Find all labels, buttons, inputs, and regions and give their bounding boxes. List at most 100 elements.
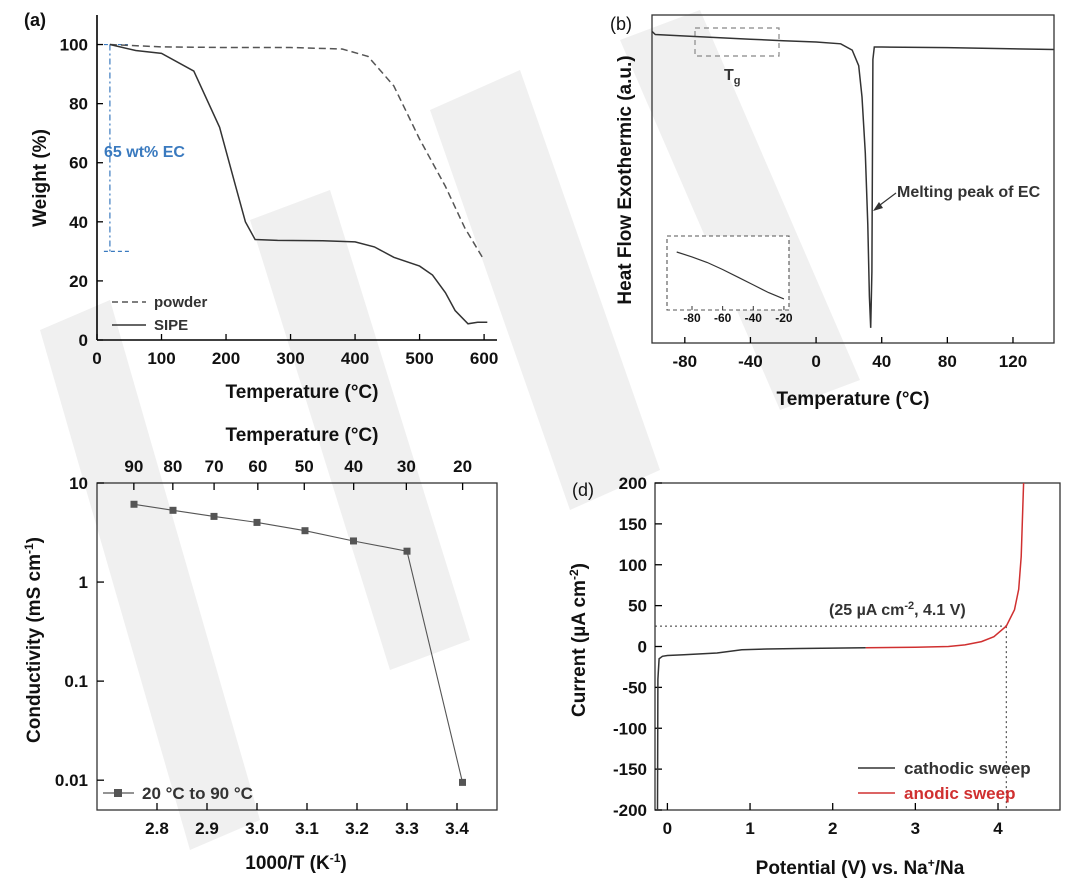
y-tick-label: 1 (79, 573, 88, 592)
arrow-head (873, 202, 883, 211)
inset-curve (676, 251, 785, 300)
panel-c-y-label: Conductivity (mS cm-1) (22, 537, 45, 743)
dsc-curve (651, 30, 1055, 328)
panel-b-dsc: (b) -80 -40 0 40 80 120 Tg Melting peak of EC… (610, 14, 1055, 410)
panel-d-ticks: 0 1 2 3 4 -200 -150 -100 -50 0 50 100 150 200 (613, 474, 1003, 838)
inset-x-tick-label: -60 (714, 311, 732, 325)
panel-a-x-label: Temperature (°C) (226, 382, 379, 403)
x-tick-label: -40 (738, 352, 763, 371)
inset-x-tick-label: -80 (683, 311, 701, 325)
y-tick-label: 60 (69, 154, 88, 173)
x-tick-label: 3.4 (445, 819, 469, 838)
tg-region-box (694, 27, 780, 57)
x-tick-label: 0 (811, 352, 820, 371)
panel-a-weight-vs-temperature: (a) 0 100 200 300 400 500 600 0 20 40 60 80 100 65 w… (24, 10, 498, 403)
panel-c-x-label: 1000/T (K-1) (245, 851, 346, 874)
watermark (40, 10, 860, 850)
panel-b-label: (b) (610, 14, 632, 34)
panel-a-y-label: Weight (%) (30, 129, 51, 227)
x-tick-label: 3.0 (245, 819, 269, 838)
panel-b-x-label: Temperature (°C) (777, 389, 930, 410)
panel-d-lsv: (d) 0 1 2 3 4 -200 -150 -100 -50 0 50 100 150 200 (25… (567, 474, 1061, 879)
conductivity-point (253, 518, 261, 526)
panel-a-series (109, 43, 488, 325)
top-tick-label: 30 (397, 457, 416, 476)
conductivity-point (301, 527, 309, 535)
legend-cathodic-label: cathodic sweep (904, 759, 1031, 778)
panel-c-conductivity: Temperature (°C) 2.8 2.9 3.0 3.1 3.2 3.3 3.4 0.… (22, 425, 498, 874)
x-tick-label: 400 (341, 349, 369, 368)
x-tick-label: 2 (828, 819, 837, 838)
y-tick-label: 0 (638, 638, 647, 657)
x-tick-label: 300 (276, 349, 304, 368)
tg-label: Tg (724, 67, 741, 87)
inset-x-tick-label: -40 (745, 311, 763, 325)
panel-d-label: (d) (572, 480, 594, 500)
top-tick-label: 90 (124, 457, 143, 476)
panel-c-series (130, 500, 466, 786)
y-tick-label: 40 (69, 213, 88, 232)
panel-c-ticks: 2.8 2.9 3.0 3.1 3.2 3.3 3.4 0.01 0.1 1 10 90 80 70 60 5… (55, 457, 472, 838)
ec-annotation: 65 wt% EC (104, 144, 185, 161)
melting-peak-arrow (873, 192, 897, 211)
legend-powder-label: powder (154, 294, 207, 311)
conductivity-point (169, 506, 177, 514)
x-tick-label: 2.8 (145, 819, 169, 838)
panel-b-series (651, 30, 1055, 328)
panel-d-legend: cathodic sweep anodic sweep (858, 759, 1031, 803)
x-tick-label: 4 (993, 819, 1003, 838)
y-tick-label: -200 (613, 801, 647, 820)
inset-frame (666, 235, 790, 311)
panel-d-y-label: Current (µA cm-2) (567, 563, 590, 717)
x-tick-label: 200 (212, 349, 240, 368)
y-tick-label: 50 (628, 597, 647, 616)
x-tick-label: 80 (938, 352, 957, 371)
top-tick-label: 70 (205, 457, 224, 476)
legend-anodic-label: anodic sweep (904, 784, 1015, 803)
legend-label: 20 °C to 90 °C (142, 784, 253, 803)
conductivity-point (130, 500, 138, 508)
x-tick-label: 40 (872, 352, 891, 371)
conductivity-point (210, 512, 218, 520)
panel-a-ticks: 0 100 200 300 400 500 600 0 20 40 60 80 100 (60, 36, 499, 368)
panel-c-top-label: Temperature (°C) (226, 425, 379, 446)
top-tick-label: 60 (248, 457, 267, 476)
cathodic-curve (656, 646, 866, 811)
anodic-curve (865, 482, 1025, 649)
point-annotation: (25 µA cm-2, 4.1 V) (829, 600, 966, 619)
y-tick-label: 0.1 (64, 672, 88, 691)
y-tick-label: -50 (622, 678, 647, 697)
conductivity-point (459, 778, 466, 786)
panel-d-series (655, 482, 1025, 811)
y-tick-label: 80 (69, 95, 88, 114)
y-tick-label: 20 (69, 272, 88, 291)
conductivity-point (403, 547, 411, 555)
x-tick-label: 120 (999, 352, 1027, 371)
x-tick-label: 600 (470, 349, 498, 368)
sipe-curve (109, 43, 488, 325)
conductivity-point (350, 537, 357, 545)
panel-a-label: (a) (24, 10, 46, 30)
panel-c-legend: 20 °C to 90 °C (103, 784, 253, 803)
x-tick-label: 0 (663, 819, 672, 838)
legend-sipe-label: SIPE (154, 317, 188, 334)
x-tick-label: 500 (405, 349, 433, 368)
y-tick-label: 0.01 (55, 771, 88, 790)
y-tick-label: 150 (619, 515, 647, 534)
melting-peak-annotation: Melting peak of EC (897, 184, 1041, 201)
panel-c-frame (96, 482, 498, 811)
top-tick-label: 80 (163, 457, 182, 476)
conductivity-line (133, 503, 464, 783)
x-tick-label: 1 (745, 819, 754, 838)
y-tick-label: 100 (60, 36, 88, 55)
top-tick-label: 50 (295, 457, 314, 476)
top-tick-label: 40 (344, 457, 363, 476)
x-tick-label: 2.9 (195, 819, 219, 838)
x-tick-label: 3 (911, 819, 920, 838)
x-tick-label: 3.3 (395, 819, 419, 838)
x-tick-label: 3.2 (345, 819, 369, 838)
powder-curve (109, 43, 485, 261)
y-tick-label: 100 (619, 556, 647, 575)
y-tick-label: -100 (613, 719, 647, 738)
